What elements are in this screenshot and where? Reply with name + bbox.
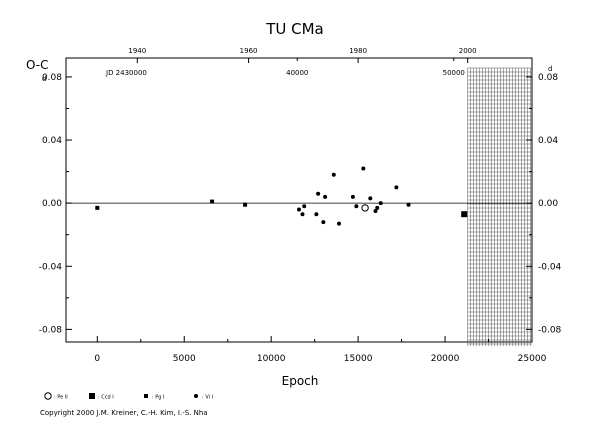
data-point (210, 199, 215, 204)
jd-tick-label: 40000 (286, 69, 308, 77)
data-point (368, 196, 373, 201)
y-tick-label-right: 0.08 (538, 73, 558, 83)
legend-label: : Ccd I (98, 395, 114, 401)
data-point (316, 191, 321, 196)
top-year-axis: 1940 1960 1980 2000 (128, 47, 477, 63)
data-point (394, 185, 399, 190)
y-tick-label-right: -0.04 (538, 262, 562, 272)
year-tick-label: 1960 (240, 47, 258, 55)
chart-title: TU CMa (265, 20, 324, 38)
legend-label: : Pg I (152, 395, 165, 401)
future-region-hatch (467, 67, 532, 346)
legend: : Pe II : Ccd I : Pg I : Vi I (44, 392, 213, 401)
legend-marker (194, 394, 198, 398)
y-tick-label-right: 0.00 (538, 199, 558, 209)
data-points (95, 166, 468, 226)
data-point (350, 194, 355, 199)
year-tick-label: 1980 (349, 47, 367, 55)
y-tick-label-left: -0.08 (39, 325, 63, 335)
data-point (331, 172, 336, 177)
jd-label: JD 2430000 (105, 69, 147, 77)
data-point (378, 201, 383, 206)
x-tick-label: 15000 (344, 354, 373, 364)
data-point (375, 205, 380, 210)
y-tick-label-right: 0.04 (538, 136, 558, 146)
y-tick-label-left: -0.04 (39, 262, 63, 272)
legend-marker (44, 392, 52, 400)
legend-marker (144, 394, 148, 398)
legend-marker (89, 393, 95, 399)
data-point (297, 207, 301, 212)
jd-axis: 40000 50000 (286, 58, 465, 77)
y-tick-label-left: 0.04 (42, 136, 62, 146)
y-tick-label-right: -0.08 (538, 325, 562, 335)
y-axis-unit-right: d (548, 65, 552, 73)
data-point (300, 212, 305, 217)
data-point (361, 166, 366, 171)
copyright-text: Copyright 2000 J.M. Kreiner, C.-H. Kim, … (40, 409, 208, 417)
y-tick-label-left: 0.00 (42, 199, 62, 209)
data-point (336, 221, 341, 226)
x-tick-label: 25000 (518, 354, 547, 364)
year-tick-label: 2000 (459, 47, 477, 55)
data-point (373, 209, 378, 214)
data-point (321, 220, 326, 225)
legend-label: : Vi I (202, 395, 213, 401)
y-axis-right: 0.08 0.04 0.00 -0.04 -0.08 (526, 73, 562, 335)
x-axis: 0 5000 10000 15000 20000 25000 (94, 336, 547, 364)
plot-frame (65, 57, 533, 343)
data-point (461, 211, 468, 218)
x-tick-label: 0 (94, 354, 100, 364)
y-axis-label-text: O-C (26, 58, 49, 72)
y-axis-unit-left: d (42, 75, 46, 83)
y-tick-label-left: 0.08 (42, 73, 62, 83)
data-point (95, 205, 100, 210)
year-tick-label: 1940 (128, 47, 146, 55)
x-tick-label: 20000 (431, 354, 460, 364)
data-point (314, 212, 319, 217)
jd-tick-label: 50000 (443, 69, 465, 77)
x-tick-label: 10000 (257, 354, 286, 364)
x-tick-label: 5000 (173, 354, 196, 364)
x-axis-label: Epoch (282, 374, 319, 388)
data-point (243, 202, 248, 207)
data-point (302, 204, 307, 209)
data-point (361, 204, 369, 212)
y-axis-left: 0.08 0.04 0.00 -0.04 -0.08 (39, 73, 72, 335)
y-axis-label: O-C d (26, 58, 49, 83)
data-point (323, 194, 328, 199)
data-point (406, 202, 411, 207)
data-point (354, 204, 359, 209)
legend-label: : Pe II (54, 395, 68, 401)
